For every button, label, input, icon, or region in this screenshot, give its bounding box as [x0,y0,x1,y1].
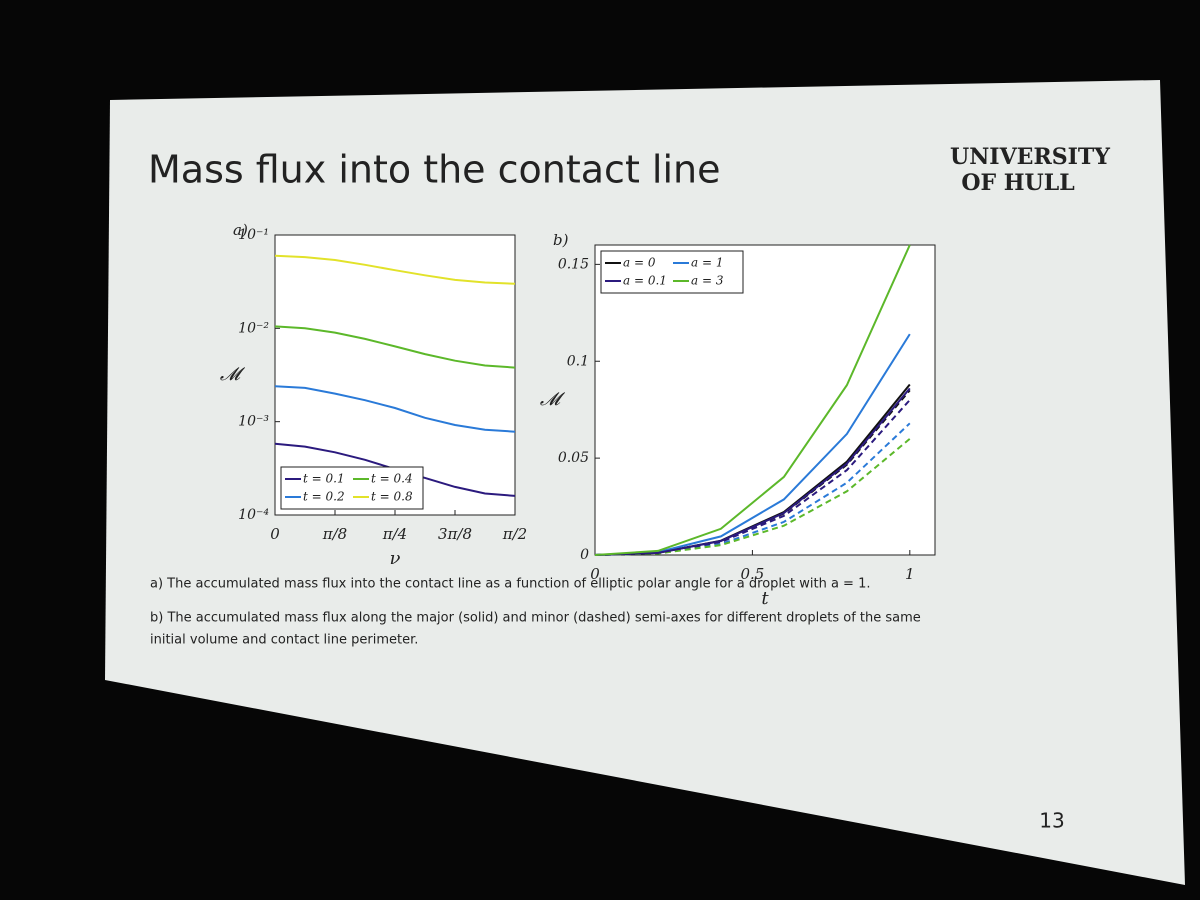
y-tick-label: 10⁻¹ [238,227,269,243]
x-tick-label: π/2 [502,525,527,543]
logo-line: OF HULL [961,170,1074,196]
caption: a) The accumulated mass flux into the co… [150,577,870,592]
x-axis-label: t [761,588,769,609]
x-tick-label: 0 [590,565,600,583]
x-tick-label: 3π/8 [438,525,472,543]
legend-box [600,250,744,294]
legend-box [280,466,424,510]
y-tick-label: 10⁻³ [238,414,269,430]
legend-label: a = 1 [691,256,723,270]
legend-label: t = 0.1 [303,472,345,486]
y-tick-label: 0.1 [567,353,589,369]
legend-label: a = 0 [623,256,656,270]
x-tick-label: 0 [270,525,280,543]
panel-label: b) [553,231,569,249]
x-tick-label: 0.5 [740,565,764,583]
y-tick-label: 0.05 [558,450,589,466]
series-line [274,254,516,285]
series-line [274,325,516,369]
x-tick-label: π/4 [382,525,407,543]
legend-label: a = 0.1 [623,274,667,288]
page-number: 13 [1039,809,1064,833]
y-tick-label: 10⁻⁴ [238,507,269,523]
y-axis-label: 𝓜 [540,389,566,410]
legend-label: a = 3 [691,274,724,288]
y-tick-label: 0 [580,547,589,563]
series-line [594,387,911,556]
plot-area [594,244,936,556]
legend-label: t = 0.2 [303,490,345,504]
y-axis-label: 𝓜 [220,364,246,385]
x-tick-label: π/8 [322,525,347,543]
caption: b) The accumulated mass flux along the m… [150,611,921,626]
y-tick-label: 0.15 [558,256,589,272]
y-tick-label: 10⁻² [238,320,269,336]
legend-label: t = 0.4 [371,472,413,486]
slide-title: Mass flux into the contact line [148,148,721,192]
caption: initial volume and contact line perimete… [150,633,418,648]
series-line [594,244,911,556]
logo-line: UNIVERSITY [950,144,1110,170]
panel-label: a) [233,221,248,239]
legend-label: t = 0.8 [371,490,413,504]
series-line [274,385,516,433]
x-axis-label: ν [390,548,401,569]
x-tick-label: 1 [905,565,915,583]
